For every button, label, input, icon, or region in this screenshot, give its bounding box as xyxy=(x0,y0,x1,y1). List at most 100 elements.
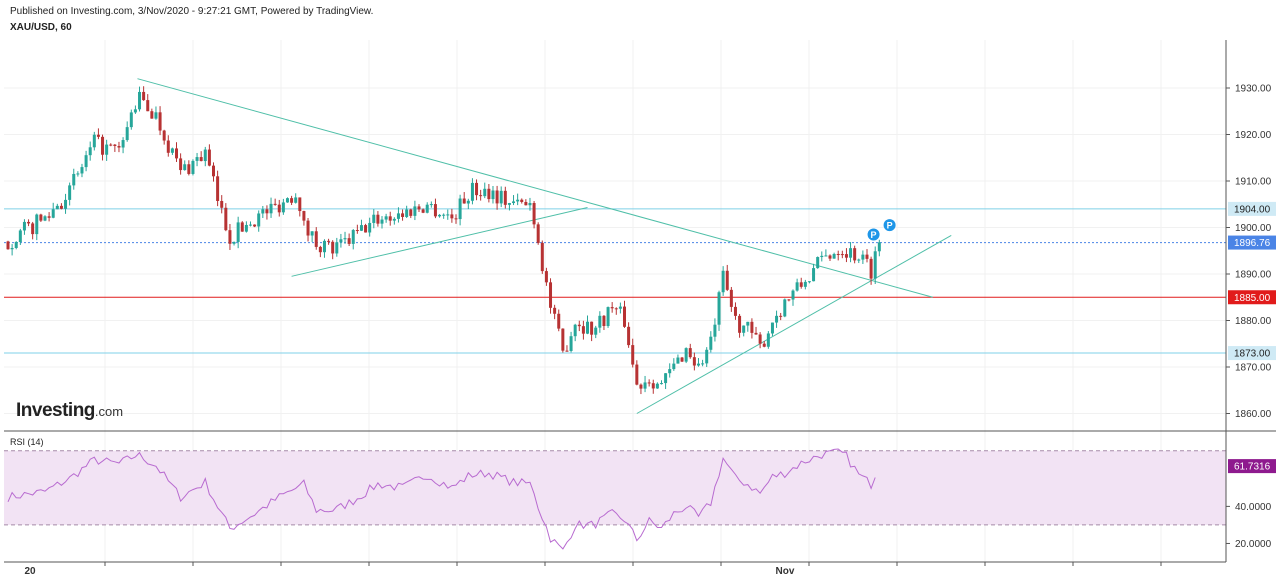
candle-up xyxy=(676,357,680,364)
candle-down xyxy=(577,324,581,327)
candle-up xyxy=(76,173,80,175)
candle-up xyxy=(586,321,590,334)
candle-down xyxy=(331,241,335,254)
candle-up xyxy=(742,325,746,333)
candle-up xyxy=(392,218,396,221)
candle-up xyxy=(154,112,158,119)
candle-down xyxy=(166,140,170,153)
candle-up xyxy=(51,209,55,218)
price-label: 1904.00 xyxy=(1234,204,1271,215)
candle-down xyxy=(639,384,643,389)
candle-up xyxy=(713,324,717,337)
logo-suffix: .com xyxy=(94,404,124,419)
candle-up xyxy=(380,219,384,224)
candle-down xyxy=(479,195,483,197)
price-tick-label: 1860.00 xyxy=(1235,409,1272,420)
candle-down xyxy=(179,158,183,171)
candle-up xyxy=(664,373,668,384)
candle-up xyxy=(183,164,187,171)
candle-down xyxy=(109,144,113,146)
p-marker-label: P xyxy=(871,230,877,240)
candle-up xyxy=(795,282,799,291)
candlesticks xyxy=(6,86,881,395)
trend-line xyxy=(137,78,933,298)
candle-up xyxy=(458,198,462,220)
candle-up xyxy=(203,149,207,162)
candle-up xyxy=(684,348,688,362)
candle-up xyxy=(294,197,298,203)
candle-down xyxy=(421,209,425,213)
candle-down xyxy=(224,207,228,231)
candle-down xyxy=(733,306,737,316)
candle-up xyxy=(351,230,355,244)
candle-down xyxy=(212,165,215,177)
candle-up xyxy=(72,173,76,186)
candle-up xyxy=(359,225,363,231)
candle-up xyxy=(820,255,824,258)
candle-down xyxy=(549,282,553,308)
price-label: 1896.76 xyxy=(1234,238,1271,249)
candle-up xyxy=(80,167,84,174)
candle-down xyxy=(150,111,154,119)
candle-down xyxy=(581,326,585,334)
candle-down xyxy=(750,321,754,333)
price-label-box xyxy=(1228,235,1276,250)
candle-up xyxy=(803,281,807,287)
candle-down xyxy=(869,258,873,279)
candle-up xyxy=(655,383,659,389)
candle-down xyxy=(417,206,421,210)
candle-up xyxy=(659,383,663,385)
candle-down xyxy=(779,315,783,317)
rsi-band xyxy=(4,450,1226,525)
candle-down xyxy=(799,282,803,287)
price-levels xyxy=(4,208,1226,354)
candle-down xyxy=(462,198,466,204)
candle-down xyxy=(614,308,618,310)
grid-lines xyxy=(4,40,1226,562)
candle-up xyxy=(339,239,343,243)
candle-down xyxy=(39,214,43,221)
candle-up xyxy=(195,157,199,161)
rsi-title: RSI (14) xyxy=(10,437,44,447)
candle-down xyxy=(240,222,244,232)
candle-up xyxy=(783,299,787,317)
candle-down xyxy=(544,271,548,283)
candle-down xyxy=(314,231,318,247)
candle-up xyxy=(775,315,779,323)
candle-up xyxy=(191,160,195,174)
candle-down xyxy=(355,230,359,232)
candle-down xyxy=(228,230,232,244)
candle-up xyxy=(528,202,532,206)
candle-down xyxy=(557,313,561,329)
candle-down xyxy=(117,145,121,148)
p-marker-circle xyxy=(867,228,880,241)
candle-up xyxy=(269,203,273,214)
candle-up xyxy=(335,242,339,254)
candle-down xyxy=(273,203,277,205)
candle-down xyxy=(865,254,869,259)
candle-down xyxy=(610,307,614,309)
candle-down xyxy=(450,214,454,219)
candle-down xyxy=(680,357,684,362)
candle-up xyxy=(643,382,647,389)
candle-up xyxy=(791,290,795,300)
trend-line xyxy=(291,207,588,277)
price-tick-label: 1930.00 xyxy=(1235,84,1272,95)
candle-down xyxy=(520,199,524,202)
candle-down xyxy=(409,209,413,216)
candle-up xyxy=(512,201,516,204)
p-marker-circle xyxy=(883,219,896,232)
rsi-tick-label: 20.0000 xyxy=(1235,539,1272,550)
candle-up xyxy=(133,109,137,113)
rsi-tick-label: 40.0000 xyxy=(1235,502,1272,513)
candle-down xyxy=(631,345,635,365)
candle-down xyxy=(47,216,51,218)
price-tick-label: 1920.00 xyxy=(1235,130,1272,141)
price-label-box xyxy=(1228,290,1276,305)
candle-up xyxy=(721,270,725,293)
candle-down xyxy=(836,253,840,255)
price-label-box xyxy=(1228,201,1276,216)
candle-down xyxy=(199,157,203,162)
candle-up xyxy=(516,199,520,202)
